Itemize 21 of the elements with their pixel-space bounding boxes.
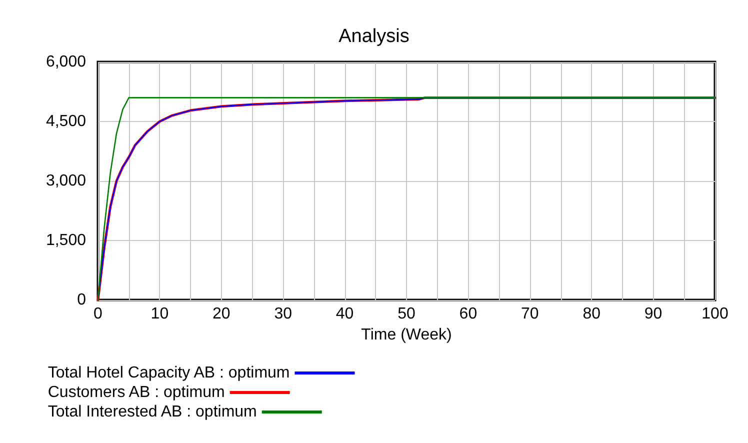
- x-tick-label: 50: [398, 306, 416, 322]
- x-tick-label: 90: [644, 306, 662, 322]
- x-tick-label: 30: [274, 306, 292, 322]
- y-tick-label: 3,000: [46, 172, 86, 190]
- x-tick-label: 0: [94, 306, 103, 322]
- x-axis-title: Time (Week): [361, 326, 452, 344]
- legend-label: Customers AB : optimum: [48, 384, 225, 401]
- y-tick-label: 1,500: [46, 232, 86, 249]
- y-tick-label: 4,500: [46, 113, 86, 130]
- y-tick-label: 0: [77, 292, 86, 308]
- x-tick-label: 70: [521, 306, 539, 322]
- x-tick-label: 40: [336, 306, 354, 322]
- x-tick-label: 80: [582, 306, 601, 322]
- chart-title: Analysis: [338, 26, 410, 47]
- legend-label: Total Interested AB : optimum: [48, 404, 257, 420]
- y-tick-label: 6,000: [46, 54, 86, 70]
- x-tick-label: 100: [702, 306, 728, 322]
- legend-label: Total Hotel Capacity AB : optimum: [48, 364, 290, 382]
- x-tick-label: 60: [459, 306, 478, 322]
- x-tick-label: 10: [150, 306, 169, 322]
- x-tick-label: 20: [212, 306, 230, 322]
